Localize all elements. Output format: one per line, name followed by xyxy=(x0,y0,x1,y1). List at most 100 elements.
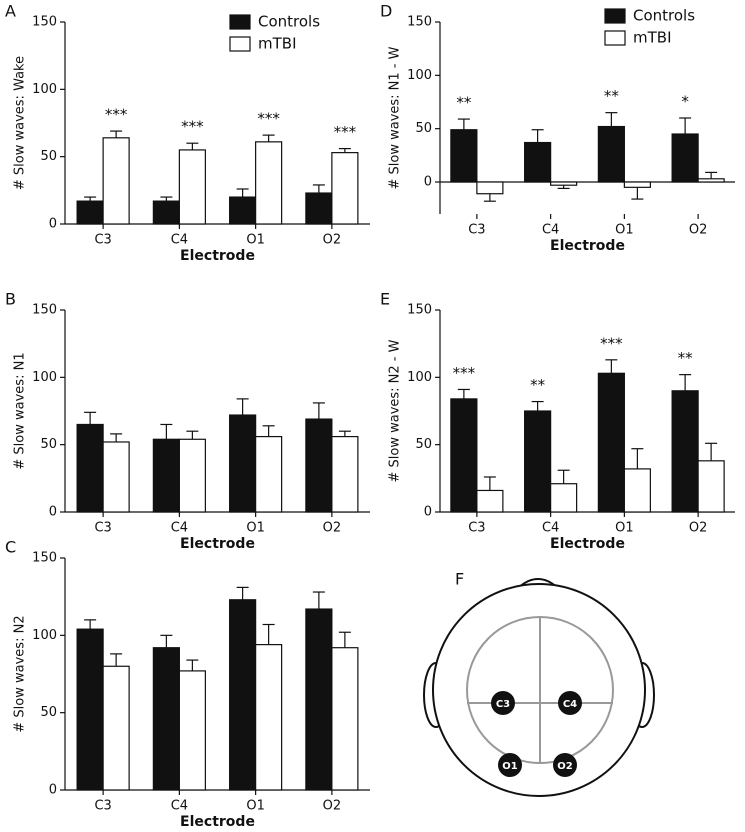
bar xyxy=(102,665,130,791)
y-axis-label: # Slow waves: N2 xyxy=(13,615,28,732)
bar xyxy=(550,181,578,186)
electrode-label: C3 xyxy=(496,699,510,710)
y-tick-label: 50 xyxy=(415,121,432,136)
head-diagram xyxy=(423,578,655,797)
panel-label: C xyxy=(5,538,16,557)
bar xyxy=(229,196,257,225)
x-tick-label: O2 xyxy=(323,521,342,536)
bar xyxy=(178,670,206,791)
y-axis-label: # Slow waves: Wake xyxy=(13,56,28,190)
significance-label: ** xyxy=(456,94,472,112)
x-axis-label: Electrode xyxy=(180,248,255,264)
x-tick-label: C3 xyxy=(94,233,111,248)
x-tick-label: O1 xyxy=(246,521,265,536)
electrode-label: O1 xyxy=(502,761,518,772)
significance-label: *** xyxy=(600,334,623,352)
bar xyxy=(305,192,333,225)
x-tick-label: O1 xyxy=(615,521,634,536)
legend-swatch xyxy=(604,30,626,46)
bar xyxy=(152,647,180,791)
legend-swatch xyxy=(604,8,626,24)
y-tick-label: 0 xyxy=(49,505,57,520)
bar xyxy=(623,468,651,513)
x-tick-label: O1 xyxy=(246,233,265,248)
x-tick-label: O2 xyxy=(323,233,342,248)
bar xyxy=(623,181,651,188)
x-tick-label: O1 xyxy=(615,223,634,238)
y-axis-label: # Slow waves: N1 - W xyxy=(388,46,403,189)
x-tick-label: C3 xyxy=(94,799,111,814)
bar xyxy=(476,489,504,513)
x-tick-label: C3 xyxy=(468,223,485,238)
electrode xyxy=(558,691,582,715)
x-tick-label: O2 xyxy=(323,799,342,814)
y-tick-label: 50 xyxy=(415,437,432,452)
bar xyxy=(76,628,104,791)
significance-label: *** xyxy=(105,106,128,124)
bar xyxy=(178,149,206,225)
bar xyxy=(331,647,359,791)
significance-label: ** xyxy=(678,349,694,367)
x-axis-label: Electrode xyxy=(550,238,625,254)
panel-label: F xyxy=(455,570,464,589)
x-axis-label: Electrode xyxy=(180,814,255,828)
bar xyxy=(152,438,180,513)
x-tick-label: C4 xyxy=(171,233,188,248)
bar xyxy=(305,608,333,791)
y-axis-label: # Slow waves: N1 xyxy=(13,352,28,469)
x-tick-label: C3 xyxy=(468,521,485,536)
bar xyxy=(152,200,180,225)
bar xyxy=(524,410,552,513)
bar xyxy=(697,460,725,513)
bar xyxy=(597,372,625,513)
electrode-label: C4 xyxy=(563,699,577,710)
bar xyxy=(255,435,283,513)
y-tick-label: 150 xyxy=(32,551,57,566)
y-tick-label: 150 xyxy=(407,303,432,318)
bar xyxy=(76,200,104,225)
significance-label: ** xyxy=(604,87,620,105)
bar xyxy=(229,414,257,513)
bar xyxy=(476,181,504,195)
bar xyxy=(450,398,478,513)
bar xyxy=(229,599,257,791)
x-tick-label: C3 xyxy=(94,521,111,536)
x-tick-label: O2 xyxy=(689,521,708,536)
legend-label: mTBI xyxy=(633,29,672,47)
y-tick-label: 50 xyxy=(40,437,57,452)
significance-label: ** xyxy=(530,376,546,394)
y-tick-label: 0 xyxy=(49,783,57,798)
significance-label: *** xyxy=(181,118,204,136)
bar xyxy=(597,125,625,183)
significance-label: * xyxy=(681,93,689,111)
legend-label: Controls xyxy=(633,7,695,25)
bar xyxy=(450,129,478,183)
bar xyxy=(671,133,699,183)
bar xyxy=(102,441,130,513)
x-tick-label: C4 xyxy=(542,223,559,238)
x-tick-label: C4 xyxy=(542,521,559,536)
y-tick-label: 50 xyxy=(40,705,57,720)
y-tick-label: 150 xyxy=(32,15,57,30)
y-tick-label: 100 xyxy=(407,68,432,83)
y-tick-label: 0 xyxy=(49,217,57,232)
y-tick-label: 50 xyxy=(40,149,57,164)
bar xyxy=(331,435,359,513)
y-axis-label: # Slow waves: N2 - W xyxy=(388,339,403,482)
electrode xyxy=(491,691,515,715)
x-tick-label: O2 xyxy=(689,223,708,238)
bar xyxy=(255,141,283,225)
bar xyxy=(102,137,130,225)
bar xyxy=(331,152,359,225)
legend-label: Controls xyxy=(258,13,320,31)
bar xyxy=(671,390,699,513)
significance-label: *** xyxy=(257,110,280,128)
bar xyxy=(255,644,283,791)
y-tick-label: 0 xyxy=(424,505,432,520)
bar xyxy=(550,483,578,513)
panel-label: B xyxy=(5,290,16,309)
legend-swatch xyxy=(229,36,251,52)
bar xyxy=(76,423,104,513)
panel-label: E xyxy=(380,290,390,309)
